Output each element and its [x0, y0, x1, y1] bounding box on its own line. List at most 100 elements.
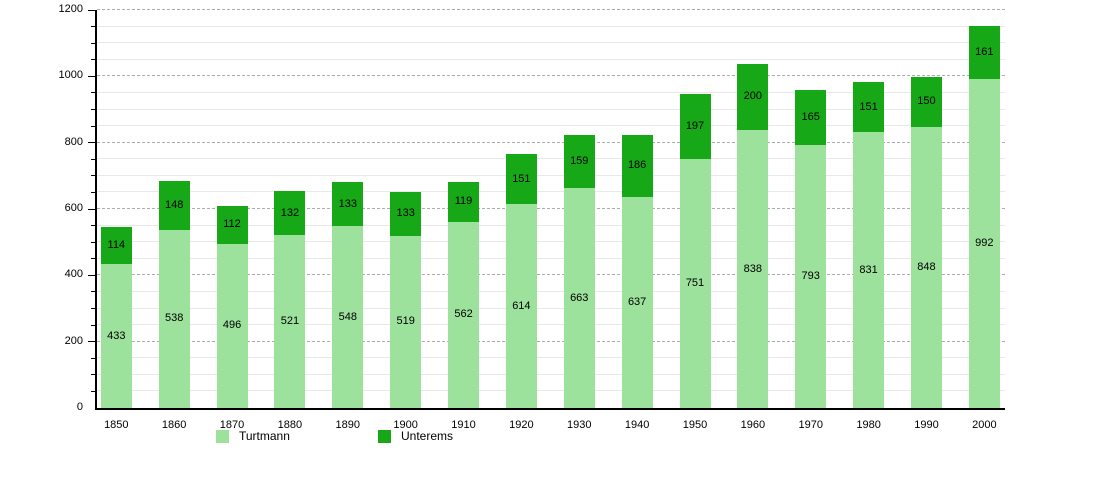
bar-value-turtmann-1870: 496 [222, 319, 242, 332]
bar-value-turtmann-1860: 538 [164, 312, 184, 325]
bar-group-1960: 838 200 [737, 10, 769, 408]
bar-value-turtmann-1880: 521 [280, 315, 300, 328]
bar-value-unterems-1960: 200 [743, 90, 763, 103]
bar-value-unterems-1850: 114 [107, 238, 126, 251]
x-axis-tick-label: 1990 [914, 419, 939, 431]
gridline-minor [97, 357, 1005, 359]
bar-group-1910: 562 119 [448, 10, 480, 408]
bar-group-1990: 848 150 [910, 10, 942, 408]
y-axis-tick-label: 400 [64, 268, 83, 281]
gridline-minor [97, 324, 1005, 326]
bar-segment-unterems-1900 [390, 191, 422, 236]
gridline-major [97, 141, 1005, 143]
gridline-major [97, 208, 1005, 209]
y-tick-minor [91, 125, 95, 127]
bar-value-unterems-1940: 186 [627, 159, 647, 172]
y-axis-tick-label: 200 [64, 334, 83, 347]
gridline-minor [97, 174, 1005, 176]
y-tick-major [88, 274, 95, 276]
y-axis-tick-label: 1200 [58, 3, 83, 15]
y-axis-tick-label: 800 [64, 135, 83, 148]
gridline-minor [97, 125, 1005, 127]
bar-segment-turtmann-1880 [274, 235, 306, 408]
y-tick-minor [91, 390, 95, 392]
y-tick-major [88, 75, 95, 77]
bar-group-1870: 496 112 [216, 10, 248, 408]
x-axis-tick-label: 1880 [277, 419, 303, 431]
bar-value-turtmann-1890: 548 [338, 310, 357, 323]
x-axis-tick-label: 1910 [451, 419, 476, 431]
bar-value-unterems-1980: 151 [859, 100, 878, 113]
bar-value-unterems-1930: 159 [570, 155, 589, 168]
bar-value-turtmann-1930: 663 [570, 291, 589, 304]
bar-value-turtmann-2000: 992 [975, 237, 994, 249]
y-tick-minor [91, 258, 95, 260]
bar-segment-turtmann-1950 [679, 158, 711, 408]
bar-segment-unterems-1990 [910, 77, 942, 127]
y-axis-tick-label: 1000 [58, 69, 83, 82]
bar-group-1970: 793 165 [795, 10, 827, 408]
y-tick-minor [91, 92, 95, 94]
bar-value-unterems-1920: 151 [512, 172, 531, 185]
y-tick-minor [91, 324, 95, 326]
gridline-minor [97, 158, 1005, 160]
bar-segment-turtmann-1980 [853, 132, 885, 408]
bar-value-turtmann-1940: 637 [627, 295, 647, 308]
gridline-minor [97, 91, 1005, 93]
x-axis-tick-label: 1870 [219, 419, 245, 431]
bar-value-turtmann-1960: 838 [743, 262, 763, 275]
bar-segment-unterems-1860 [158, 180, 190, 230]
gridline-minor [97, 191, 1005, 193]
gridline-minor [97, 224, 1005, 226]
x-axis-tick-label: 1850 [104, 419, 129, 431]
gridline-minor [97, 108, 1005, 110]
x-axis-tick-label: 1900 [393, 419, 418, 431]
bar-group-1920: 614 151 [505, 10, 537, 408]
bar-segment-turtmann-1850 [100, 264, 132, 408]
y-tick-minor [91, 357, 95, 359]
bar-segment-turtmann-1960 [737, 130, 769, 408]
x-axis-tick-label: 1860 [161, 419, 187, 431]
bar-group-1860: 538 148 [158, 10, 190, 408]
y-tick-minor [91, 191, 95, 193]
y-tick-major [88, 9, 95, 11]
y-tick-major [88, 142, 95, 144]
x-axis-tick-label: 1890 [335, 419, 360, 431]
bar-segment-turtmann-1990 [910, 126, 942, 408]
bar-value-turtmann-1970: 793 [801, 270, 820, 282]
gridline-major [97, 75, 1005, 77]
y-tick-minor [91, 42, 95, 44]
bar-segment-unterems-1910 [448, 182, 480, 222]
x-axis-tick-label: 1940 [624, 419, 650, 431]
bar-segment-turtmann-1910 [448, 221, 480, 408]
bar-group-1980: 831 151 [853, 10, 885, 408]
y-tick-minor [91, 374, 95, 376]
y-tick-minor [91, 225, 95, 227]
gridline-minor [97, 373, 1005, 375]
y-tick-major [88, 208, 95, 210]
gridline-minor [97, 25, 1005, 27]
y-axis-line [95, 10, 97, 410]
bar-segment-turtmann-1930 [563, 188, 595, 408]
legend-item-unterems: Unterems [378, 429, 453, 443]
x-axis-tick-label: 1970 [798, 419, 823, 431]
bar-segment-unterems-1960 [737, 63, 769, 131]
bar-segment-unterems-1940 [621, 135, 653, 197]
y-tick-minor [91, 59, 95, 61]
legend-item-turtmann: Turtmann [216, 429, 290, 443]
bar-group-1850: 433 114 [100, 10, 132, 408]
bar-segment-unterems-2000 [968, 25, 1000, 79]
bar-group-1890: 548 133 [332, 10, 364, 408]
bar-value-turtmann-1950: 751 [685, 276, 705, 289]
chart-legend: Turtmann Unterems [0, 429, 1100, 447]
x-axis-tick-label: 1920 [509, 419, 534, 431]
bar-segment-turtmann-1920 [505, 204, 537, 408]
bar-value-unterems-1860: 148 [164, 198, 184, 211]
bar-segment-unterems-1950 [679, 93, 711, 159]
bar-segment-turtmann-2000 [968, 79, 1000, 408]
bar-value-turtmann-1920: 614 [512, 299, 531, 312]
bar-segment-unterems-1850 [100, 226, 132, 265]
bar-value-unterems-1950: 197 [685, 119, 705, 132]
x-axis-tick-label: 1980 [856, 419, 881, 431]
bar-group-1880: 521 132 [274, 10, 306, 408]
